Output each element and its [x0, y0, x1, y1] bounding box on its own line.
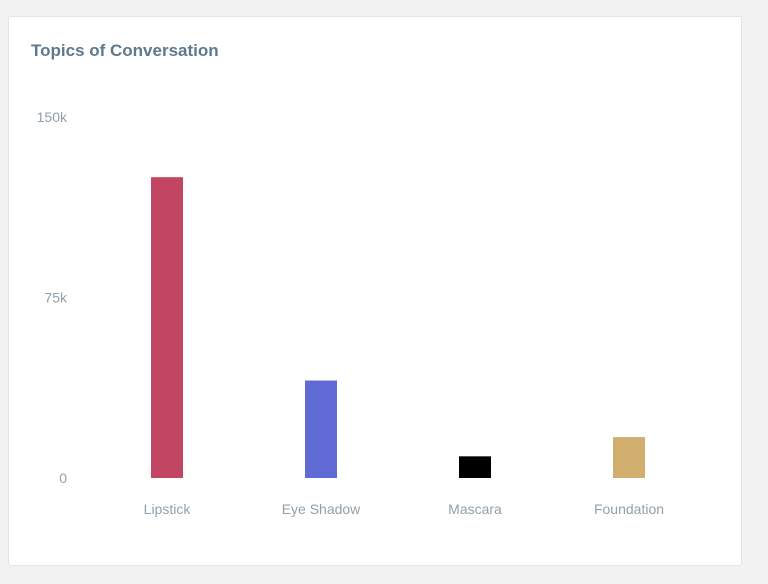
- y-tick-label: 150k: [37, 109, 68, 125]
- bar-lipstick[interactable]: [151, 177, 183, 478]
- x-tick-label: Foundation: [594, 501, 664, 517]
- bars: [151, 177, 645, 478]
- x-axis: Lipstick Eye Shadow Mascara Foundation: [144, 501, 664, 517]
- y-tick-label: 75k: [44, 290, 68, 306]
- chart-title: Topics of Conversation: [31, 41, 219, 60]
- x-tick-label: Lipstick: [144, 501, 192, 517]
- y-tick-label: 0: [59, 470, 67, 486]
- y-axis: 0 75k 150k: [37, 109, 68, 486]
- chart-card: Topics of Conversation: [8, 16, 742, 566]
- x-tick-label: Eye Shadow: [282, 501, 361, 517]
- x-tick-label: Mascara: [448, 501, 502, 517]
- bar-mascara[interactable]: [459, 456, 491, 478]
- bar-foundation[interactable]: [613, 437, 645, 478]
- bar-eye-shadow[interactable]: [305, 380, 337, 478]
